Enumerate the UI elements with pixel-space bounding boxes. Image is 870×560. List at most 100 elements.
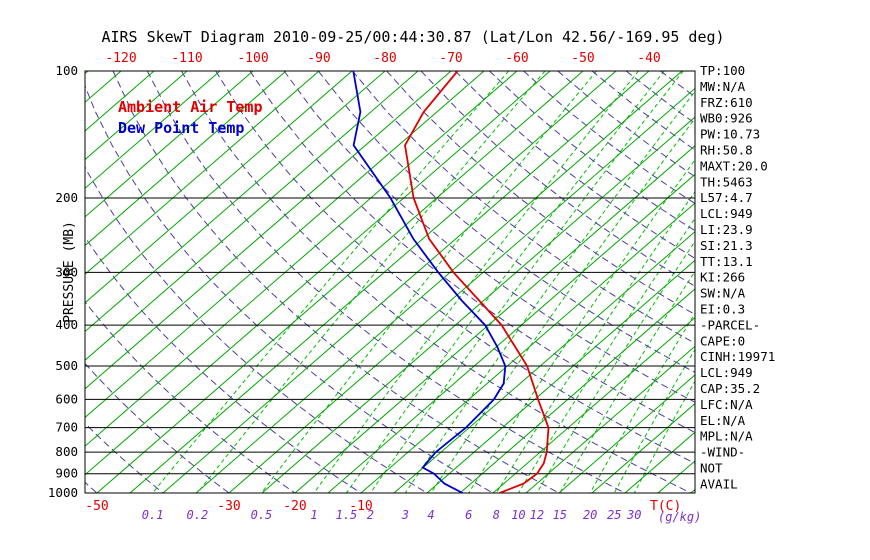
top-temp-tick: -80 (373, 51, 396, 66)
dry-adiabat-line (85, 236, 362, 493)
stat-line: EI:0.3 (700, 302, 745, 317)
top-temp-tick: -90 (307, 51, 330, 66)
isotherm-line (261, 116, 695, 493)
dry-adiabat-line (352, 71, 695, 344)
dry-adiabat-line (85, 84, 494, 493)
stat-line: TT:13.1 (700, 254, 753, 269)
mixing-ratio-line (430, 117, 695, 493)
ambient-temp-curve (404, 71, 550, 493)
isotherm-line (525, 345, 695, 493)
dry-adiabat-line (489, 71, 695, 232)
isotherm-line (492, 316, 695, 493)
top-temp-tick: -100 (237, 51, 268, 66)
stat-line: FRZ:610 (700, 95, 753, 110)
mixing-ratio-tick: 2 (367, 508, 374, 522)
mixing-ratio-line (152, 71, 510, 493)
isotherm-line (294, 145, 695, 493)
pressure-tick: 200 (55, 190, 78, 205)
mixing-ratio-tick: 0.5 (251, 508, 273, 522)
mixing-ratio-tick: 12 (530, 508, 544, 522)
mixing-ratio-line (313, 71, 639, 493)
isotherm-line (426, 259, 695, 493)
isotherm-line (85, 71, 188, 161)
stat-line: MAXT:20.0 (700, 158, 768, 173)
mixing-ratio-line (536, 240, 695, 493)
stat-line: TP:100 (700, 63, 745, 78)
top-temp-tick: -110 (171, 51, 202, 66)
mixing-ratio-line (495, 190, 695, 493)
mixing-ratio-line (559, 270, 695, 493)
stat-line: EL:N/A (700, 413, 746, 428)
isotherm-line (129, 71, 617, 493)
pressure-tick: 500 (55, 358, 78, 373)
dry-adiabat-line (454, 71, 695, 259)
top-temp-tick: -50 (571, 51, 594, 66)
mixing-ratio-tick: 30 (626, 508, 641, 522)
dry-adiabat-line (85, 165, 428, 493)
mixing-ratio-tick: 4 (427, 508, 434, 522)
stat-line: LFC:N/A (700, 397, 753, 412)
mixing-ratio-tick: 6 (465, 508, 472, 522)
pressure-tick: 900 (55, 466, 78, 481)
bottom-temp-tick: -50 (85, 499, 108, 514)
pressure-tick: 1000 (48, 485, 78, 500)
isotherm-line (360, 202, 695, 493)
stat-line: MW:N/A (700, 79, 746, 94)
dry-adiabat-line (181, 71, 692, 493)
isotherm-line (85, 71, 551, 476)
dry-adiabat-line (386, 71, 695, 316)
mixing-ratio-tick: 1.5 (336, 508, 358, 522)
dew-point-curve (352, 71, 507, 493)
dry-adiabat-line (660, 71, 695, 98)
bottom-temp-tick: -20 (283, 499, 306, 514)
mixing-ratio-tick: 0.1 (142, 508, 164, 522)
mixing-ratio-line (633, 380, 695, 493)
isotherm-line (228, 87, 695, 493)
stat-line: NOT (700, 461, 723, 476)
isotherm-line (327, 173, 695, 493)
stat-line: -WIND- (700, 445, 745, 460)
mixing-ratio-tick: 1 (310, 508, 317, 522)
stat-line: CINH:19971 (700, 349, 775, 364)
stat-line: SI:21.3 (700, 238, 753, 253)
isotherm-line (85, 71, 518, 447)
isotherm-line (85, 71, 221, 189)
mixing-ratio-tick: 0.2 (187, 508, 209, 522)
axis-tick-labels: 100 200 300 400 500 600 700 800 900 1000 -120 -110 -… (48, 51, 661, 522)
mixing-ratio-line (345, 71, 665, 493)
pressure-tick: 800 (55, 444, 78, 459)
isotherm-line (85, 71, 254, 218)
stat-line: AVAIL (700, 476, 738, 491)
background-grid-lines (85, 71, 695, 493)
isotherm-line (162, 71, 650, 493)
isotherm-line (85, 71, 419, 361)
isotherm-line (558, 374, 695, 493)
temp-unit-label: T(C) (650, 499, 681, 514)
stat-line: MPL:N/A (700, 429, 753, 444)
legend-ambient-air-temp: Ambient Air Temp (118, 98, 263, 116)
isobar-lines-and-frame (84, 70, 696, 494)
isotherm-line (195, 71, 683, 493)
mixing-ratio-unit-label: (g/kg) (658, 510, 701, 524)
pressure-tick: 600 (55, 391, 78, 406)
isotherm-line (85, 71, 485, 419)
pressure-tick: 400 (55, 317, 78, 332)
dry-adiabat-line (283, 71, 695, 403)
mixing-ratio-line (468, 159, 695, 493)
dry-adiabat-line (85, 301, 296, 493)
bottom-temp-tick: -10 (349, 499, 372, 514)
mixing-ratio-line (261, 71, 597, 493)
dry-adiabat-line (112, 71, 560, 493)
bottom-temp-tick: -30 (217, 499, 240, 514)
plot-frame (84, 70, 696, 494)
isotherm-line (96, 71, 584, 493)
isotherm-line (591, 402, 695, 493)
pressure-axis-label: PRESSURE (MB) (62, 221, 77, 323)
stat-line: CAP:35.2 (700, 381, 760, 396)
isotherm-line (459, 288, 695, 493)
top-temp-tick: -60 (505, 51, 528, 66)
stat-line: SW:N/A (700, 286, 746, 301)
isotherm-line (85, 71, 320, 275)
